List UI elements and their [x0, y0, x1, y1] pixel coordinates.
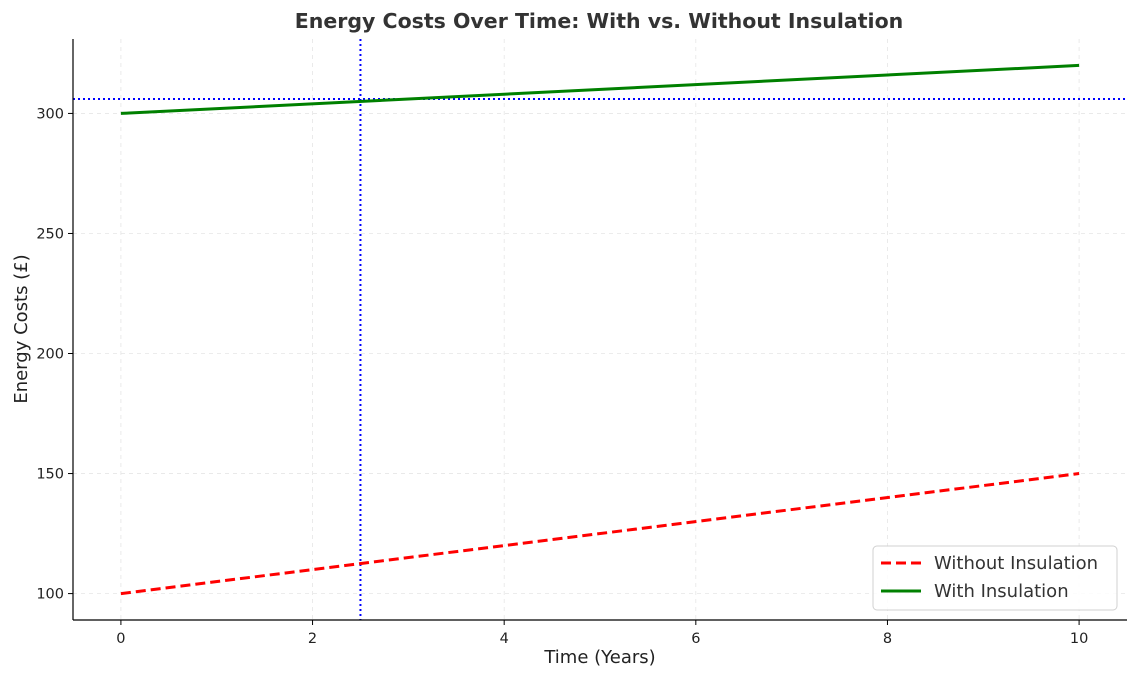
y-axis-label: Energy Costs (£): [11, 254, 32, 403]
x-axis-label: Time (Years): [543, 647, 655, 668]
chart-title: Energy Costs Over Time: With vs. Without…: [295, 9, 904, 33]
x-tick-label: 0: [116, 631, 125, 647]
y-tick-label: 250: [36, 226, 64, 242]
x-tick-label: 10: [1070, 631, 1088, 647]
series-line: [120, 472, 1080, 596]
x-tick-label: 2: [308, 631, 317, 647]
axes: [72, 39, 1127, 621]
legend-label: With Insulation: [934, 581, 1069, 602]
legend-label: Without Insulation: [934, 553, 1098, 574]
series-line: [120, 63, 1080, 115]
x-tick-label: 4: [500, 631, 509, 647]
x-ticks: 0 2 4 6 8 10: [116, 620, 1088, 647]
y-tick-label: 300: [36, 106, 64, 122]
y-ticks: 100 150 200 250 300: [36, 106, 73, 603]
y-tick-label: 100: [36, 587, 64, 603]
y-tick-label: 150: [36, 467, 64, 483]
series-lines: [120, 63, 1080, 596]
x-tick-label: 8: [883, 631, 892, 647]
grid: [73, 39, 1127, 620]
x-tick-label: 6: [691, 631, 700, 647]
reference-lines: [73, 39, 1127, 620]
legend: Without Insulation With Insulation: [872, 545, 1118, 611]
legend-box: [872, 545, 1118, 611]
y-tick-label: 200: [36, 347, 64, 363]
